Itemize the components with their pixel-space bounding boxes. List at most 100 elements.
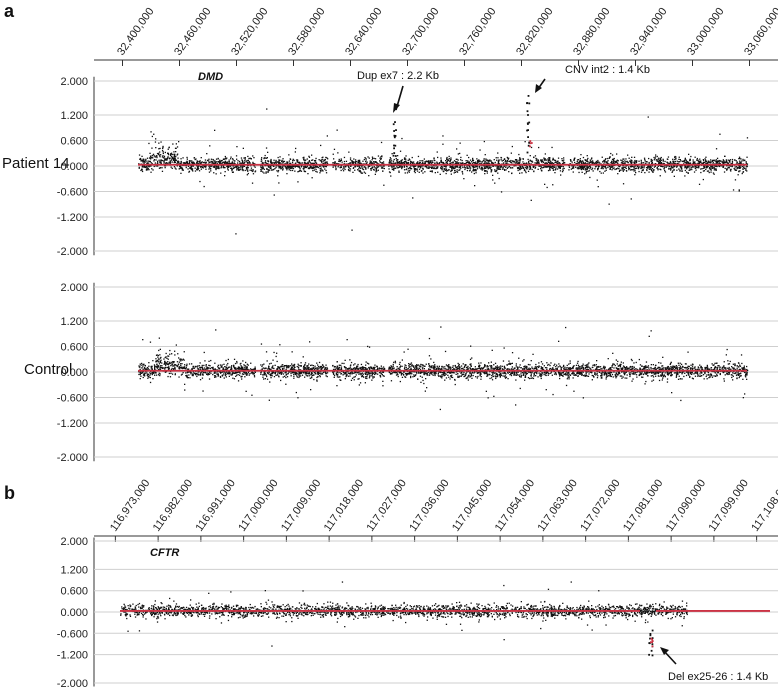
data-point <box>594 168 596 170</box>
data-point <box>573 372 575 374</box>
data-point <box>519 161 521 163</box>
data-point <box>457 362 459 365</box>
data-point <box>305 367 307 369</box>
data-point <box>159 155 161 157</box>
data-point <box>173 159 175 161</box>
data-point <box>462 173 464 175</box>
data-point <box>335 167 337 170</box>
data-point <box>191 160 193 162</box>
data-point <box>391 165 393 167</box>
data-point <box>250 362 252 364</box>
data-point <box>607 162 609 164</box>
data-point <box>634 167 637 170</box>
data-point <box>488 161 490 163</box>
data-point <box>572 377 574 379</box>
data-point <box>735 169 738 171</box>
data-point <box>275 165 277 167</box>
data-point <box>209 145 211 147</box>
data-point <box>138 154 141 156</box>
data-point <box>552 169 555 171</box>
data-point <box>598 165 600 168</box>
data-point <box>549 167 551 170</box>
data-point <box>324 162 326 164</box>
data-point <box>742 158 744 161</box>
data-point <box>441 165 443 168</box>
data-point <box>648 163 650 165</box>
data-point <box>242 165 245 167</box>
data-point <box>622 162 624 164</box>
data-point <box>376 165 378 167</box>
data-point <box>724 155 726 157</box>
data-point <box>249 162 251 164</box>
data-point <box>581 166 583 168</box>
data-point <box>669 161 672 163</box>
data-point <box>707 170 710 172</box>
data-point <box>484 173 486 175</box>
data-point <box>581 171 583 173</box>
data-point <box>664 160 666 163</box>
data-point <box>355 159 357 161</box>
data-point <box>673 165 675 167</box>
data-point <box>406 162 408 164</box>
data-point <box>282 169 284 171</box>
data-point <box>645 167 648 169</box>
data-point <box>371 374 373 376</box>
data-point <box>274 167 276 170</box>
data-point <box>522 158 524 160</box>
data-point <box>587 375 590 377</box>
data-point <box>267 165 269 167</box>
data-point <box>640 167 642 170</box>
data-point <box>273 162 276 164</box>
data-point <box>250 167 253 169</box>
data-point <box>211 161 213 163</box>
data-point <box>278 162 280 165</box>
data-point <box>619 366 621 368</box>
data-point <box>221 163 223 165</box>
data-point <box>741 172 743 175</box>
data-point <box>365 162 368 164</box>
data-point <box>146 160 148 162</box>
data-point <box>413 166 415 168</box>
data-point <box>744 368 746 370</box>
data-point <box>377 166 380 168</box>
data-point <box>157 165 159 167</box>
data-point <box>285 162 287 165</box>
data-point <box>393 147 395 150</box>
data-point <box>540 166 542 168</box>
data-point <box>699 162 701 164</box>
data-point <box>238 169 240 171</box>
data-point <box>308 156 311 158</box>
data-point <box>403 157 406 159</box>
data-point <box>336 162 338 165</box>
data-point <box>241 165 243 167</box>
data-point <box>445 172 447 175</box>
data-point <box>218 166 220 168</box>
data-point <box>298 163 301 165</box>
data-point <box>397 374 399 376</box>
data-point <box>703 161 705 164</box>
data-point <box>555 168 557 170</box>
data-point <box>546 162 549 165</box>
data-point <box>270 158 272 161</box>
dmd-x-tick-label: 32,700,000 <box>400 6 441 58</box>
data-point <box>729 161 731 163</box>
data-point <box>160 154 162 156</box>
data-point <box>273 161 275 164</box>
data-point <box>378 165 380 167</box>
data-point <box>344 372 346 374</box>
data-point <box>621 167 623 169</box>
data-point <box>667 162 669 164</box>
data-point <box>698 165 700 167</box>
data-point <box>447 169 449 172</box>
data-point <box>191 374 193 377</box>
data-point <box>442 135 444 137</box>
data-point <box>303 156 305 158</box>
data-point <box>269 375 272 377</box>
data-point <box>392 123 395 126</box>
data-point <box>596 179 598 181</box>
data-point <box>242 366 244 368</box>
data-point <box>667 374 669 376</box>
data-point <box>556 162 558 165</box>
data-point <box>492 162 494 164</box>
data-point <box>153 160 155 162</box>
